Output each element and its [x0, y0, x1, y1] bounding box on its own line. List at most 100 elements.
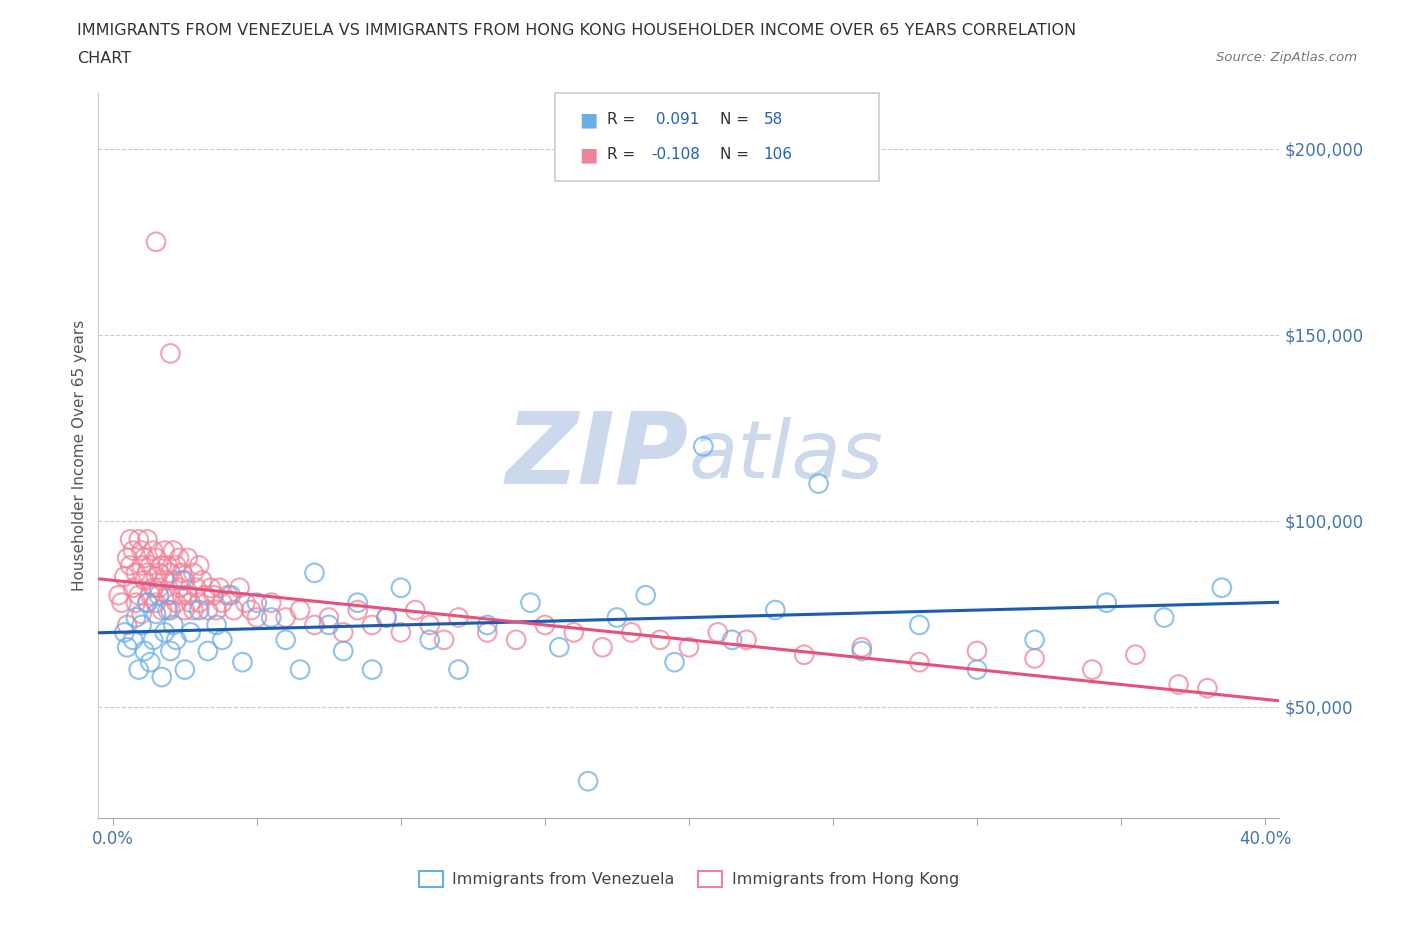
Point [447, 610, 470, 625]
Point [167, 551, 190, 565]
Point [851, 640, 873, 655]
Point [908, 655, 931, 670]
Text: ■: ■ [579, 145, 598, 164]
Point [721, 632, 744, 647]
Point [419, 618, 441, 632]
Point [183, 603, 205, 618]
Point [142, 632, 165, 647]
Point [404, 603, 426, 618]
Point [120, 532, 142, 547]
Point [208, 580, 231, 595]
Point [165, 558, 187, 573]
Point [122, 632, 145, 647]
Point [156, 603, 179, 618]
Point [142, 543, 165, 558]
Point [274, 632, 297, 647]
Point [678, 640, 700, 655]
Point [128, 588, 150, 603]
Point [634, 588, 657, 603]
Point [548, 640, 571, 655]
Point [145, 551, 167, 565]
Point [139, 588, 162, 603]
Point [534, 618, 557, 632]
Point [433, 632, 456, 647]
Point [1024, 651, 1046, 666]
Point [136, 595, 159, 610]
Point [908, 618, 931, 632]
Point [134, 644, 156, 658]
Point [346, 595, 368, 610]
Point [145, 569, 167, 584]
Text: IMMIGRANTS FROM VENEZUELA VS IMMIGRANTS FROM HONG KONG HOUSEHOLDER INCOME OVER 6: IMMIGRANTS FROM VENEZUELA VS IMMIGRANTS … [77, 23, 1077, 38]
Point [131, 618, 153, 632]
Point [148, 588, 170, 603]
Point [122, 580, 145, 595]
Point [288, 662, 311, 677]
Text: 0.091: 0.091 [651, 113, 699, 127]
Point [153, 625, 176, 640]
Point [142, 580, 165, 595]
Point [650, 632, 672, 647]
Point [159, 603, 181, 618]
Text: ZIP: ZIP [506, 407, 689, 504]
Point [115, 618, 138, 632]
Point [851, 644, 873, 658]
Point [318, 618, 340, 632]
Point [361, 662, 384, 677]
Point [346, 603, 368, 618]
Text: 106: 106 [763, 147, 793, 162]
Point [162, 543, 184, 558]
Point [162, 618, 184, 632]
Point [134, 573, 156, 588]
Point [246, 595, 269, 610]
Point [260, 595, 283, 610]
Point [706, 625, 728, 640]
Point [231, 655, 253, 670]
Point [180, 625, 202, 640]
Point [1125, 647, 1147, 662]
Point [112, 625, 135, 640]
Text: atlas: atlas [689, 417, 884, 495]
Point [304, 618, 326, 632]
Point [145, 606, 167, 621]
Point [173, 662, 195, 677]
Point [1197, 681, 1219, 696]
Point [562, 625, 585, 640]
Point [112, 569, 135, 584]
Text: CHART: CHART [77, 51, 131, 66]
Point [173, 603, 195, 618]
Text: N =: N = [720, 147, 754, 162]
Point [128, 532, 150, 547]
Point [1167, 677, 1189, 692]
Point [228, 580, 250, 595]
Point [1081, 662, 1104, 677]
Point [233, 595, 256, 610]
Point [180, 595, 202, 610]
Point [389, 580, 412, 595]
Point [148, 580, 170, 595]
Point [240, 603, 263, 618]
Point [304, 565, 326, 580]
Point [1153, 610, 1175, 625]
Point [170, 588, 193, 603]
Point [115, 551, 138, 565]
Point [477, 618, 499, 632]
Point [170, 573, 193, 588]
Text: ■: ■ [579, 111, 598, 129]
Point [419, 632, 441, 647]
Point [139, 558, 162, 573]
Point [156, 588, 179, 603]
Point [200, 580, 222, 595]
Point [332, 625, 354, 640]
Text: R =: R = [607, 147, 641, 162]
Point [202, 588, 225, 603]
Point [145, 595, 167, 610]
Point [159, 346, 181, 361]
Text: Source: ZipAtlas.com: Source: ZipAtlas.com [1216, 51, 1357, 64]
Point [110, 595, 132, 610]
Point [332, 644, 354, 658]
Point [150, 558, 173, 573]
Legend: Immigrants from Venezuela, Immigrants from Hong Kong: Immigrants from Venezuela, Immigrants fr… [412, 865, 966, 894]
Point [664, 655, 686, 670]
Point [211, 632, 233, 647]
